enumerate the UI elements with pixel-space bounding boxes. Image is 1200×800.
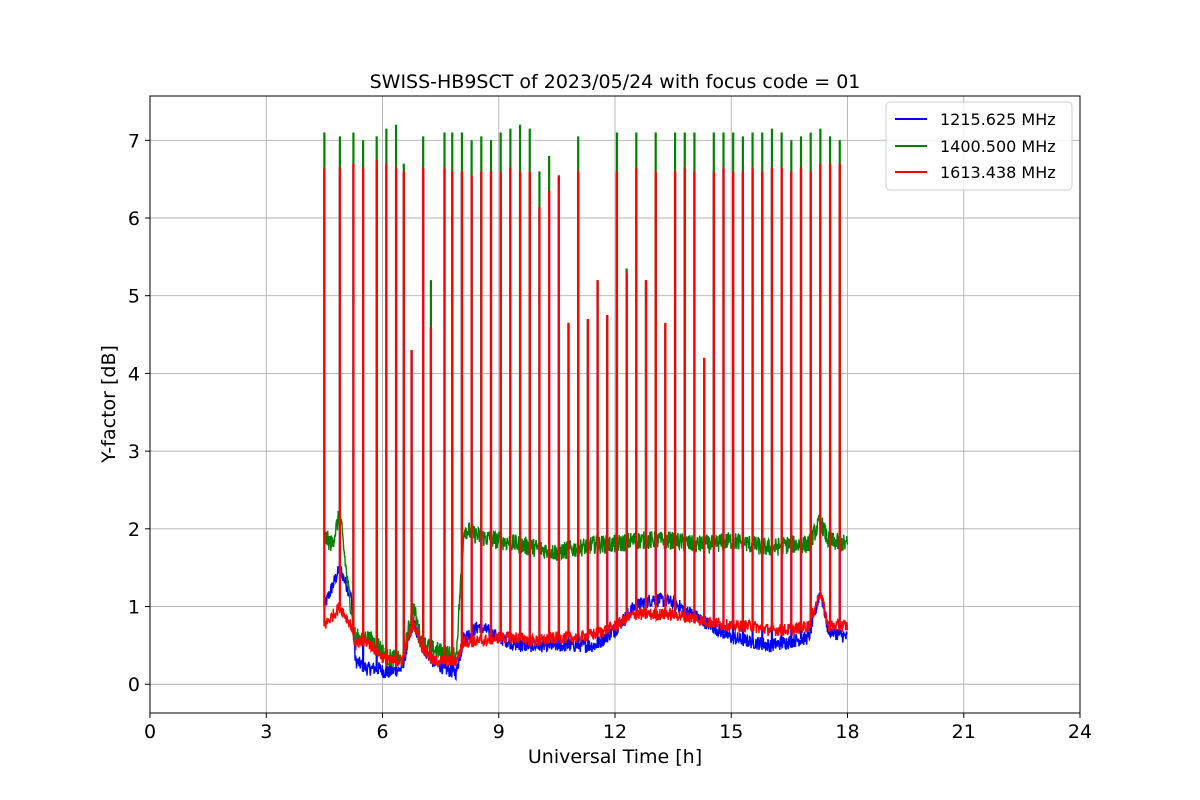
y-tick-label: 1: [128, 597, 140, 619]
y-tick-label: 6: [128, 208, 140, 230]
y-axis-label: Y-factor [dB]: [98, 345, 120, 464]
legend-label-1400: 1400.500 MHz: [940, 137, 1056, 156]
x-tick-label: 12: [603, 721, 627, 743]
x-tick-label: 3: [260, 721, 272, 743]
x-tick-label: 6: [376, 721, 388, 743]
y-tick-label: 5: [128, 286, 140, 308]
plot-area: [323, 124, 849, 682]
legend-label-1215: 1215.625 MHz: [940, 110, 1056, 129]
chart-title: SWISS-HB9SCT of 2023/05/24 with focus co…: [370, 71, 861, 93]
x-tick-label: 21: [952, 721, 976, 743]
y-tick-label: 2: [128, 519, 140, 541]
y-tick-label: 3: [128, 441, 140, 463]
legend-box: [885, 101, 1073, 191]
y-axis-ticks: 0 1 2 3 4 5 6 7: [128, 130, 150, 696]
x-tick-label: 0: [144, 721, 156, 743]
x-axis-label: Universal Time [h]: [528, 746, 702, 768]
y-tick-label: 0: [128, 674, 140, 696]
y-tick-label: 7: [128, 130, 140, 152]
x-tick-label: 9: [493, 721, 505, 743]
x-axis-ticks: 0 3 6 9 12 15 18 21 24: [144, 713, 1092, 743]
legend: 1215.625 MHz 1400.500 MHz 1613.438 MHz: [885, 101, 1073, 191]
x-tick-label: 24: [1068, 721, 1092, 743]
x-tick-label: 18: [835, 721, 859, 743]
y-tick-label: 4: [128, 363, 140, 385]
series-1613438-line: [323, 159, 849, 668]
legend-label-1613: 1613.438 MHz: [940, 163, 1056, 182]
x-tick-label: 15: [719, 721, 743, 743]
